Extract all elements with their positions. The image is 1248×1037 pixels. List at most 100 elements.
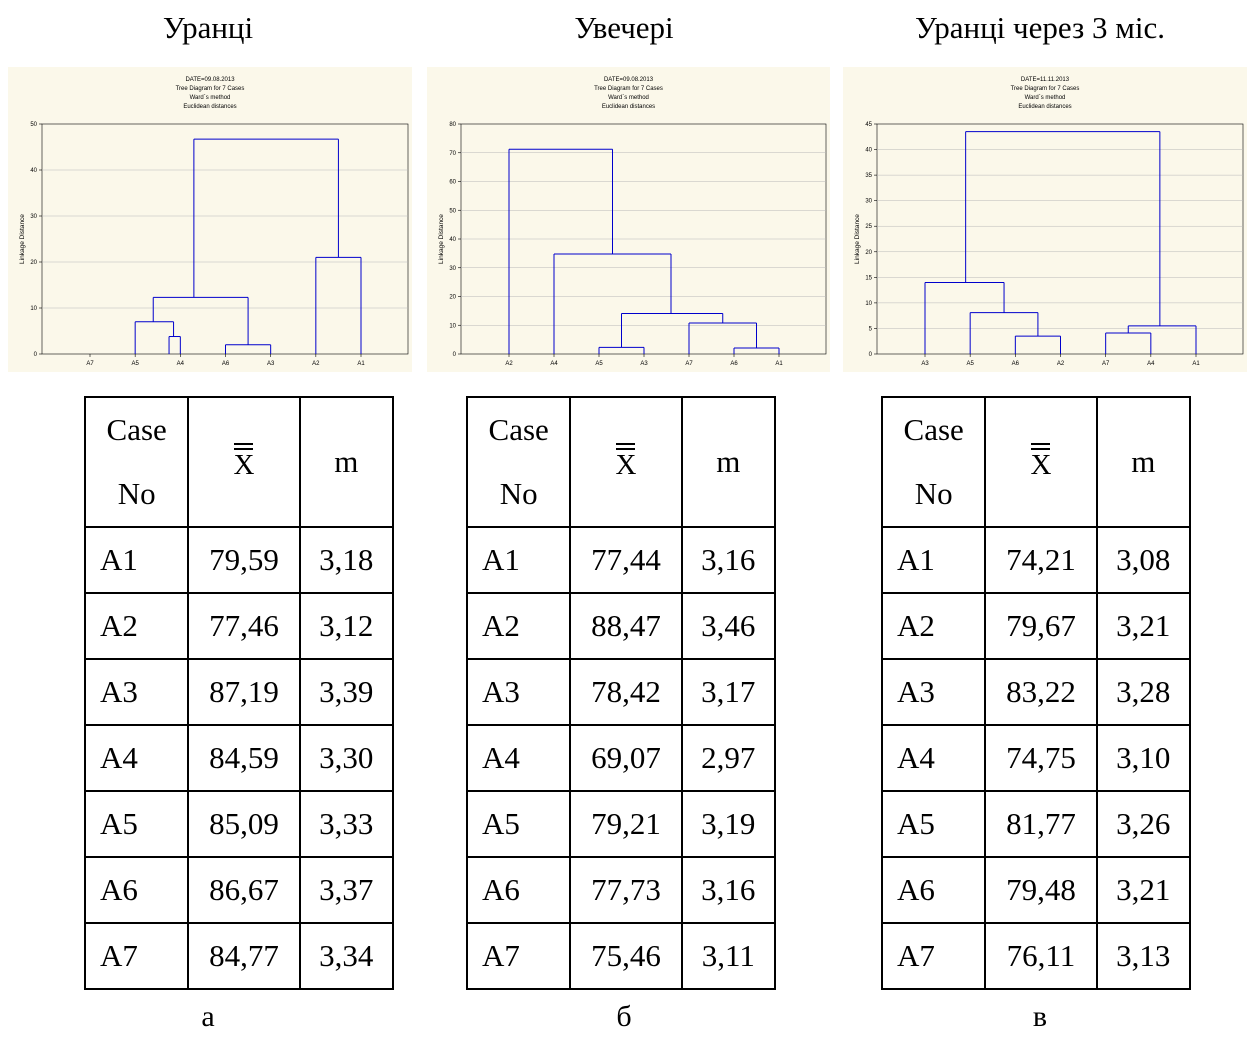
m-cell: 3,26	[1095, 790, 1192, 858]
y-tick-label: 30	[865, 199, 872, 205]
chart-title-line: DATE=09.08.2013	[604, 77, 654, 83]
m-cell: 3,46	[680, 592, 777, 660]
x-tick-label: A3	[267, 361, 275, 367]
case-no-header: Case No	[465, 396, 572, 528]
x-tick-label: A4	[177, 361, 185, 367]
mean-cell: 83,22	[984, 658, 1098, 726]
mean-cell: 77,44	[569, 526, 683, 594]
panel-three-months: Уранці через 3 міс. DATE=11.11.2013 Tree …	[832, 0, 1248, 1037]
case-cell: A1	[880, 526, 987, 594]
y-tick-label: 5	[869, 326, 873, 332]
case-no-header: Case No	[83, 396, 190, 528]
y-tick-label: 60	[449, 180, 456, 186]
y-tick-label: 10	[449, 323, 456, 329]
x-tick-label: A5	[966, 361, 974, 367]
case-cell: A2	[880, 592, 987, 660]
chart-title-line: DATE=09.08.2013	[185, 77, 235, 83]
case-cell: A3	[465, 658, 572, 726]
mean-cell: 79,59	[187, 526, 301, 594]
case-cell: A6	[83, 856, 190, 924]
m-cell: 3,21	[1095, 592, 1192, 660]
mean-cell: 69,07	[569, 724, 683, 792]
table-row: A1 77,44 3,16	[465, 526, 777, 594]
dendrogram-svg: DATE=09.08.2013 Tree Diagram for 7 Cases W…	[19, 77, 409, 367]
y-tick-label: 25	[865, 224, 872, 230]
table-row: A3 78,42 3,17	[465, 658, 777, 726]
double-bar-x: X	[233, 442, 255, 482]
y-tick-label: 80	[449, 122, 456, 128]
panel-heading: Уранці	[162, 10, 254, 45]
y-tick-label: 20	[30, 260, 37, 266]
table-row: A7 84,77 3,34	[83, 922, 395, 990]
x-tick-label: A6	[222, 361, 230, 367]
mean-header-label: X	[233, 448, 255, 481]
case-header-line1: Case	[106, 412, 167, 447]
y-tick-label: 10	[865, 301, 872, 307]
panel-heading: Уранці через 3 міс.	[915, 10, 1165, 45]
case-cell: A4	[880, 724, 987, 792]
mean-cell: 78,42	[569, 658, 683, 726]
table-row: A5 79,21 3,19	[465, 790, 777, 858]
dendrogram-svg: DATE=09.08.2013 Tree Diagram for 7 Cases W…	[438, 77, 827, 367]
mean-cell: 88,47	[569, 592, 683, 660]
mean-cell: 79,48	[984, 856, 1098, 924]
case-cell: A4	[83, 724, 190, 792]
table-row: A6 77,73 3,16	[465, 856, 777, 924]
x-tick-label: A3	[640, 361, 648, 367]
case-cell: A6	[465, 856, 572, 924]
x-tick-label: A7	[86, 361, 94, 367]
table-row: A2 88,47 3,46	[465, 592, 777, 660]
mean-cell: 77,73	[569, 856, 683, 924]
mean-cell: 85,09	[187, 790, 301, 858]
chart-title-line: Ward`s method	[1025, 95, 1066, 101]
table-row: A4 84,59 3,30	[83, 724, 395, 792]
chart-title-line: Ward`s method	[190, 95, 231, 101]
y-tick-label: 70	[449, 151, 456, 157]
x-tick-label: A1	[357, 361, 365, 367]
table-row: A6 86,67 3,37	[83, 856, 395, 924]
case-cell: A7	[880, 922, 987, 990]
table-row: A5 81,77 3,26	[880, 790, 1192, 858]
y-tick-label: 0	[869, 352, 873, 358]
m-cell: 3,39	[298, 658, 395, 726]
y-tick-label: 50	[449, 208, 456, 214]
m-cell: 3,08	[1095, 526, 1192, 594]
m-cell: 3,33	[298, 790, 395, 858]
mean-cell: 84,77	[187, 922, 301, 990]
mean-header: X	[984, 396, 1098, 528]
chart-title-line: Euclidean distances	[183, 104, 236, 110]
y-tick-label: 40	[30, 168, 37, 174]
chart-title-line: Ward`s method	[608, 95, 649, 101]
y-tick-label: 45	[865, 122, 872, 128]
mean-cell: 86,67	[187, 856, 301, 924]
y-axis-label: Linkage Distance	[19, 214, 26, 264]
chart-title-line: Euclidean distances	[602, 104, 655, 110]
case-cell: A1	[465, 526, 572, 594]
case-cell: A5	[465, 790, 572, 858]
panel-morning: Уранці DATE=09.08.2013 Tree Diagram for 7…	[0, 0, 416, 1037]
case-header-line2: No	[499, 476, 538, 511]
x-tick-label: A5	[131, 361, 139, 367]
y-tick-label: 30	[449, 266, 456, 272]
case-cell: A2	[465, 592, 572, 660]
case-cell: A1	[83, 526, 190, 594]
y-tick-label: 20	[865, 250, 872, 256]
case-header-line1: Case	[488, 412, 549, 447]
m-cell: 3,17	[680, 658, 777, 726]
case-header-line2: No	[117, 476, 156, 511]
y-tick-label: 30	[30, 214, 37, 220]
table-row: A1 79,59 3,18	[83, 526, 395, 594]
m-cell: 3,11	[680, 922, 777, 990]
case-cell: A4	[465, 724, 572, 792]
case-cell: A3	[83, 658, 190, 726]
x-tick-label: A6	[1012, 361, 1020, 367]
table-row: A2 77,46 3,12	[83, 592, 395, 660]
table-row: A3 83,22 3,28	[880, 658, 1192, 726]
table-row: A4 74,75 3,10	[880, 724, 1192, 792]
chart-title-line: Euclidean distances	[1018, 104, 1071, 110]
m-cell: 3,13	[1095, 922, 1192, 990]
